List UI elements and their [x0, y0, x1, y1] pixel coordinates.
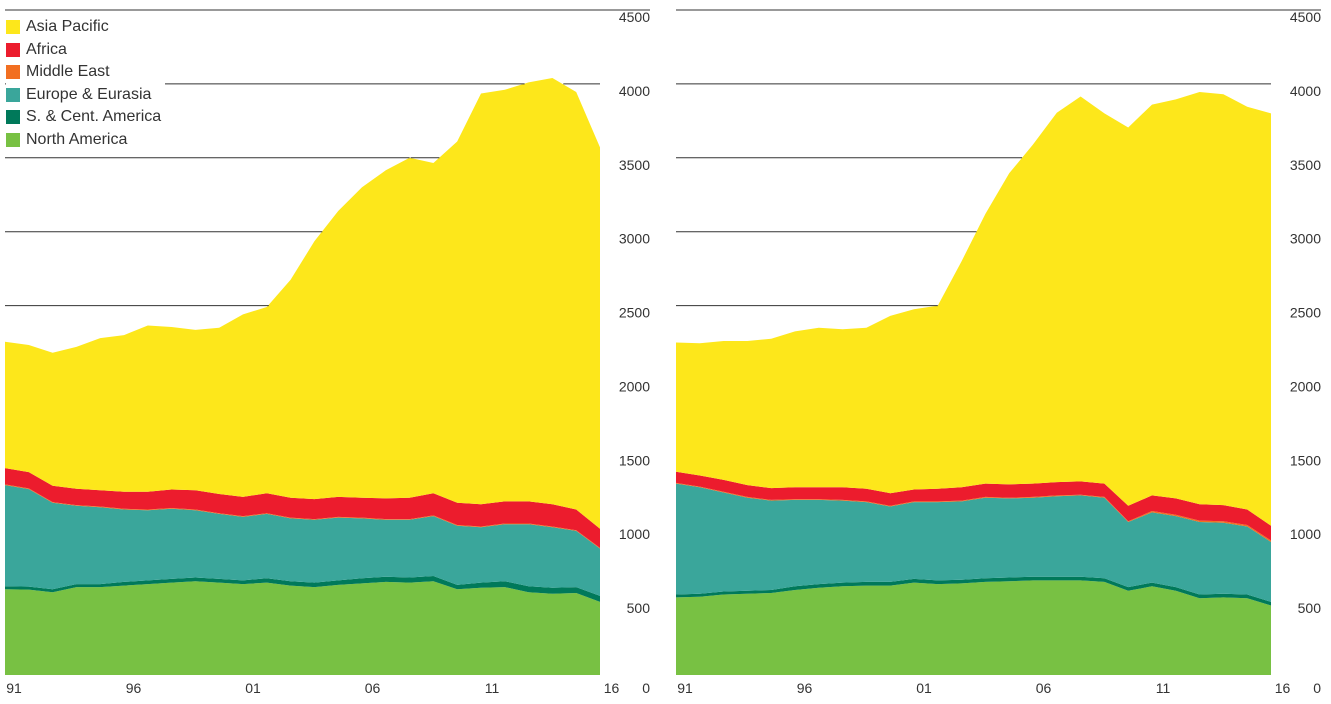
legend-label-middle-east: Middle East [26, 63, 110, 81]
legend-label-north-america: North America [26, 130, 128, 148]
area-north-america-p2 [676, 580, 1271, 675]
y-tick-label-500-p2: 500 [1298, 600, 1322, 616]
x-tick-label-96-p2: 96 [797, 680, 813, 696]
y-tick-label-2000-p1: 2000 [619, 378, 650, 394]
x-tick-label-11-p1: 11 [485, 680, 500, 696]
legend-swatch-middle-east [6, 65, 20, 80]
area-europe-eurasia-p1 [5, 485, 600, 596]
x-tick-label-16-p2: 16 [1275, 680, 1291, 696]
y-tick-label-1000-p1: 1000 [619, 526, 650, 542]
x-tick-label-06-p2: 06 [1036, 680, 1052, 696]
area-s-cent-america-p1 [5, 576, 600, 602]
y-tick-label-1500-p1: 1500 [619, 452, 650, 468]
area-asia-pacific-p1 [5, 78, 600, 529]
area-africa-p1 [5, 468, 600, 548]
legend-item-asia-pacific: Asia Pacific [6, 16, 161, 39]
x-tick-label-06-p1: 06 [365, 680, 381, 696]
y-tick-label-4000-p2: 4000 [1290, 83, 1321, 99]
legend-item-s-cent-america: S. & Cent. America [6, 106, 161, 129]
y-tick-label-3000-p2: 3000 [1290, 231, 1321, 247]
y-tick-label-4500-p2: 4500 [1290, 9, 1321, 25]
y-tick-label-3500-p1: 3500 [619, 157, 650, 173]
legend-swatch-africa [6, 42, 20, 57]
y-tick-label-1000-p2: 1000 [1290, 526, 1321, 542]
legend-item-africa: Africa [6, 39, 161, 62]
legend-label-s-cent-america: S. & Cent. America [26, 108, 162, 126]
legend-item-middle-east: Middle East [6, 61, 161, 84]
y-tick-label-4500-p1: 4500 [619, 9, 650, 25]
y-tick-label-4000-p1: 4000 [619, 83, 650, 99]
y-tick-label-3000-p1: 3000 [619, 231, 650, 247]
y-tick-label-3500-p2: 3500 [1290, 157, 1321, 173]
legend-swatch-europe-eurasia [6, 87, 20, 102]
x-tick-label-96-p1: 96 [126, 680, 142, 696]
legend-label-africa: Africa [26, 40, 67, 58]
legend-item-europe-eurasia: Europe & Eurasia [6, 84, 161, 107]
x-tick-label-91-p1: 91 [6, 680, 22, 696]
legend-swatch-north-america [6, 132, 20, 147]
y-tick-label-2500-p2: 2500 [1290, 305, 1321, 321]
legend-item-north-america: North America [6, 129, 161, 152]
x-tick-label-01-p2: 01 [916, 680, 932, 696]
x-tick-label-16-p1: 16 [604, 680, 620, 696]
x-tick-label-91-p2: 91 [677, 680, 693, 696]
y-tick-label-2500-p1: 2500 [619, 305, 650, 321]
y-tick-label-1500-p2: 1500 [1290, 452, 1321, 468]
area-asia-pacific-p2 [676, 92, 1271, 526]
y-tick-label-500-p1: 500 [627, 600, 651, 616]
y-tick-label-0-p2: 0 [1313, 680, 1321, 696]
x-tick-label-11-p2: 11 [1156, 680, 1171, 696]
y-tick-label-2000-p2: 2000 [1290, 378, 1321, 394]
legend-swatch-asia-pacific [6, 20, 20, 35]
legend-label-europe-eurasia: Europe & Eurasia [26, 85, 152, 103]
area-africa-p2 [676, 471, 1271, 541]
legend-swatch-s-cent-america [6, 110, 20, 125]
x-tick-label-01-p1: 01 [245, 680, 261, 696]
area-s-cent-america-p2 [676, 576, 1271, 606]
area-north-america-p1 [5, 581, 600, 675]
y-tick-label-0-p1: 0 [642, 680, 650, 696]
legend: Asia Pacific Africa Middle East Europe &… [6, 16, 166, 155]
panel-2: 0 500 1000 1500 2000 2500 3000 3500 4000 4500 91 96… [676, 9, 1321, 696]
panel-1: 0 500 1000 1500 2000 2500 3000 3500 4000 4500 91 96… [5, 9, 650, 696]
area-europe-eurasia-p2 [676, 483, 1271, 602]
legend-label-asia-pacific: Asia Pacific [26, 18, 109, 36]
